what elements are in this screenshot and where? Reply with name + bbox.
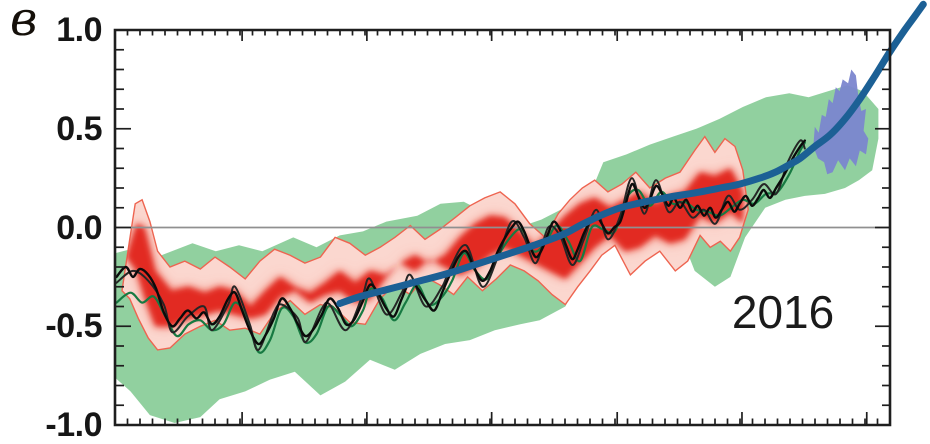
red-band-gradient-layers	[126, 168, 743, 327]
y-axis-tick-label: 1.0	[56, 11, 102, 49]
year-annotation: 2016	[731, 286, 835, 339]
y-axis-tick-label: -0.5	[45, 307, 102, 346]
y-axis-tick-label: -1.0	[45, 406, 102, 444]
axis-ticks	[115, 29, 890, 426]
y-axis-tick-label: 0.5	[56, 109, 102, 148]
observation-line-black-1	[115, 139, 806, 346]
red-observational-spread-core	[126, 168, 743, 327]
observation-line-green	[115, 141, 806, 354]
panel-label: в	[10, 0, 38, 47]
model-trend-line-blue	[336, 0, 927, 307]
y-axis-tick-label: 0.0	[56, 208, 102, 247]
